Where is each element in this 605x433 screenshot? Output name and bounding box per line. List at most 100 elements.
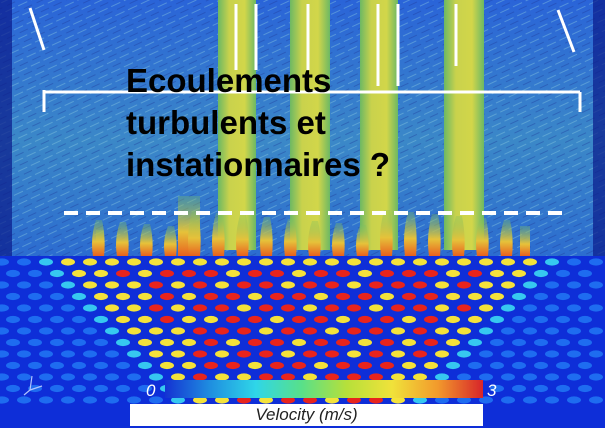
hole — [391, 350, 405, 358]
hole — [116, 361, 130, 370]
hole — [281, 350, 295, 358]
hole — [413, 304, 427, 312]
hole — [512, 292, 526, 301]
hole — [534, 338, 548, 347]
hole — [193, 373, 207, 381]
hole — [523, 281, 537, 289]
hole — [435, 350, 449, 358]
hole — [578, 292, 592, 301]
hole — [578, 315, 592, 324]
hole — [259, 373, 273, 381]
hole — [83, 327, 97, 335]
hole — [501, 350, 515, 358]
hole — [138, 292, 152, 301]
hole — [6, 361, 20, 370]
hole — [325, 304, 339, 312]
hole — [369, 281, 383, 289]
hole — [292, 338, 306, 347]
hole — [116, 338, 130, 347]
hole — [534, 384, 548, 393]
hole — [116, 292, 130, 301]
hole — [479, 281, 493, 289]
hole — [479, 373, 493, 381]
hole — [446, 269, 460, 278]
hole — [314, 338, 328, 347]
hole — [325, 327, 339, 335]
hole — [281, 304, 295, 312]
hole — [17, 327, 31, 335]
slide-title: Ecoulements turbulents et instationnaire… — [126, 62, 391, 183]
hole — [523, 373, 537, 381]
hole — [523, 350, 537, 358]
hole — [6, 292, 20, 301]
hole — [160, 315, 174, 324]
hole — [369, 396, 383, 404]
hole — [28, 292, 42, 301]
hole — [589, 327, 603, 335]
hole — [325, 396, 339, 404]
hole — [116, 269, 130, 278]
hole — [17, 304, 31, 312]
hole — [424, 361, 438, 370]
hole — [567, 350, 581, 358]
hole — [457, 350, 471, 358]
right-wall — [593, 0, 605, 256]
hole — [413, 281, 427, 289]
hole — [17, 258, 31, 266]
hole — [336, 269, 350, 278]
hole — [127, 350, 141, 358]
hole — [556, 269, 570, 278]
hole — [182, 361, 196, 370]
hole — [259, 281, 273, 289]
hole — [292, 292, 306, 301]
hole — [545, 281, 559, 289]
hole — [17, 373, 31, 381]
hole — [380, 269, 394, 278]
hole — [501, 281, 515, 289]
hole — [204, 292, 218, 301]
hole — [94, 269, 108, 278]
hole — [72, 384, 86, 393]
hole — [226, 361, 240, 370]
hole — [83, 373, 97, 381]
hole — [457, 281, 471, 289]
hole — [160, 361, 174, 370]
hole — [83, 258, 97, 266]
hole — [138, 384, 152, 393]
hole — [193, 327, 207, 335]
hole — [358, 361, 372, 370]
colorbar-title: Velocity (m/s) — [130, 404, 483, 426]
hole — [457, 327, 471, 335]
hole — [303, 281, 317, 289]
hole — [424, 338, 438, 347]
hole — [259, 350, 273, 358]
plume — [188, 211, 201, 256]
hole — [281, 373, 295, 381]
hole — [0, 304, 9, 312]
hole — [270, 292, 284, 301]
hole — [83, 396, 97, 404]
hole — [380, 292, 394, 301]
hole — [72, 269, 86, 278]
hole — [72, 292, 86, 301]
hole — [259, 258, 273, 266]
hole — [171, 373, 185, 381]
hole — [435, 281, 449, 289]
hole — [347, 258, 361, 266]
hole — [578, 361, 592, 370]
hole — [28, 315, 42, 324]
hole — [17, 396, 31, 404]
hole — [446, 315, 460, 324]
hole — [39, 304, 53, 312]
hole — [468, 338, 482, 347]
plume — [260, 217, 273, 256]
hole — [545, 327, 559, 335]
hole — [94, 384, 108, 393]
hole — [171, 258, 185, 266]
hole — [127, 373, 141, 381]
hole — [237, 373, 251, 381]
hole — [105, 281, 119, 289]
hole — [435, 304, 449, 312]
hole — [413, 373, 427, 381]
